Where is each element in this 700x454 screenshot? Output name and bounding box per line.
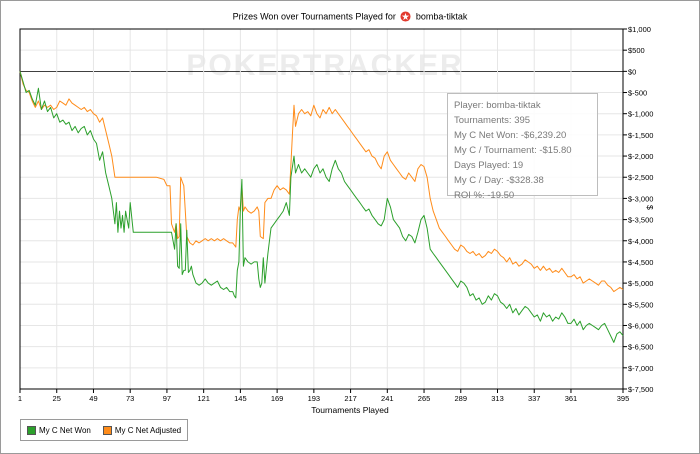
series-line-net-adjusted [19, 71, 624, 293]
y-tick-label: $-4,000 [628, 237, 653, 246]
stat-per-day: My C / Day: -$328.38 [454, 175, 544, 186]
y-axis-title: $ [645, 205, 655, 210]
watermark-logo: POKERTRACKER [186, 49, 463, 82]
chart-legend: My C Net Won My C Net Adjusted [20, 419, 189, 441]
y-tick-label: $-7,000 [628, 364, 653, 373]
x-tick-label: 169 [271, 394, 284, 403]
y-tick-label: $-1,000 [628, 110, 653, 119]
legend-item-net-won[interactable]: My C Net Won [27, 425, 91, 435]
y-tick-label: $-7,500 [628, 385, 653, 394]
stat-tournaments: Tournaments: 395 [454, 115, 531, 126]
y-tick-label: $-500 [628, 89, 647, 98]
stat-roi: ROI %: -19.50 [454, 190, 515, 201]
stat-days-played: Days Played: 19 [454, 160, 524, 171]
x-tick-label: 121 [197, 394, 210, 403]
y-tick-label: $-5,000 [628, 279, 653, 288]
x-axis-title: Tournaments Played [311, 405, 389, 415]
legend-swatch-net-adjusted [102, 425, 112, 435]
y-tick-label: $-2,000 [628, 152, 653, 161]
x-tick-label: 337 [528, 394, 541, 403]
stat-per-tournament: My C / Tournament: -$15.80 [454, 145, 572, 156]
x-tick-label: 241 [381, 394, 394, 403]
player-stats-box: Player: bomba-tiktak Tournaments: 395 My… [447, 93, 598, 201]
plot-border [19, 28, 624, 390]
legend-item-net-adjusted[interactable]: My C Net Adjusted [102, 425, 182, 435]
x-tick-label: 361 [565, 394, 578, 403]
y-tick-label: $-6,000 [628, 321, 653, 330]
series-line-net-won [19, 71, 624, 343]
y-tick-label: $-2,500 [628, 173, 653, 182]
x-tick-label: 289 [455, 394, 468, 403]
y-tick-label: $-1,500 [628, 131, 653, 140]
y-tick-label: $1,000 [628, 25, 651, 34]
x-tick-label: 145 [234, 394, 247, 403]
legend-label-net-adjusted: My C Net Adjusted [114, 425, 182, 435]
x-tick-label: 217 [344, 394, 357, 403]
pokerstars-logo-icon [400, 11, 411, 22]
x-tick-label: 395 [617, 394, 630, 403]
x-tick-label: 265 [418, 394, 431, 403]
legend-swatch-net-won [27, 425, 36, 435]
stat-net-won: My C Net Won: -$6,239.20 [454, 130, 567, 141]
y-tick-label: $-3,000 [628, 194, 653, 203]
x-tick-label: 97 [163, 394, 171, 403]
x-tick-label: 49 [89, 394, 97, 403]
y-tick-label: $-5,500 [628, 300, 653, 309]
x-tick-label: 25 [53, 394, 61, 403]
y-tick-label: $500 [628, 46, 645, 55]
y-tick-label: $0 [628, 67, 636, 76]
legend-label-net-won: My C Net Won [39, 425, 91, 435]
x-tick-label: 1 [18, 394, 22, 403]
chart-title: Prizes Won over Tournaments Played for b… [0, 11, 700, 22]
chart-title-text: Prizes Won over Tournaments Played for [232, 11, 396, 22]
x-tick-label: 313 [491, 394, 504, 403]
x-tick-label: 193 [308, 394, 321, 403]
y-tick-label: $-3,500 [628, 216, 653, 225]
player-name: bomba-tiktak [415, 11, 468, 22]
stat-player: Player: bomba-tiktak [454, 100, 541, 111]
y-tick-label: $-6,500 [628, 343, 653, 352]
y-tick-label: $-4,500 [628, 258, 653, 267]
x-tick-label: 73 [126, 394, 134, 403]
